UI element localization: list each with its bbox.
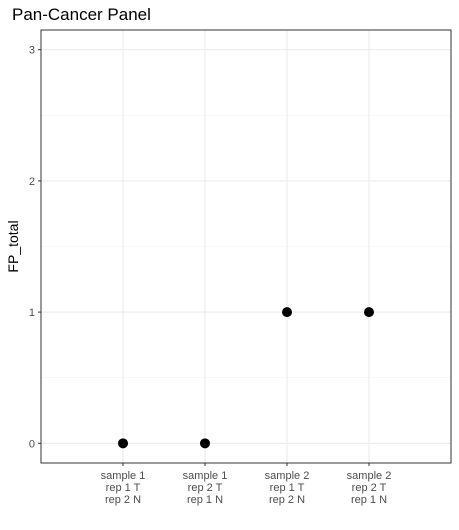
x-tick-label-line: rep 2 N xyxy=(269,494,305,506)
x-tick-label-line: rep 1 T xyxy=(270,482,305,494)
y-tick-label: 1 xyxy=(29,307,35,319)
data-points xyxy=(118,307,374,449)
x-tick-label-line: sample 1 xyxy=(101,470,146,482)
grid-lines xyxy=(41,30,451,463)
y-tick-label: 0 xyxy=(29,438,35,450)
x-tick-label-line: rep 1 N xyxy=(351,494,387,506)
data-point xyxy=(364,307,374,318)
y-tick-label: 2 xyxy=(29,176,35,188)
x-tick-label-line: sample 2 xyxy=(265,470,310,482)
data-point xyxy=(200,438,210,449)
x-tick-label-line: sample 2 xyxy=(347,470,392,482)
x-tick-label-line: rep 2 N xyxy=(105,494,141,506)
y-tick-label: 3 xyxy=(29,45,35,57)
x-tick-label-line: rep 2 T xyxy=(188,482,223,494)
data-point xyxy=(282,307,292,318)
y-axis-label: FP_total xyxy=(5,220,21,272)
x-tick-label-line: rep 1 N xyxy=(187,494,223,506)
data-point xyxy=(118,438,128,449)
x-tick-label-line: rep 1 T xyxy=(106,482,141,494)
x-tick-label-line: sample 1 xyxy=(183,470,228,482)
panel-border xyxy=(40,29,452,464)
x-tick-label-line: rep 2 T xyxy=(352,482,387,494)
chart-title: Pan-Cancer Panel xyxy=(12,5,151,24)
